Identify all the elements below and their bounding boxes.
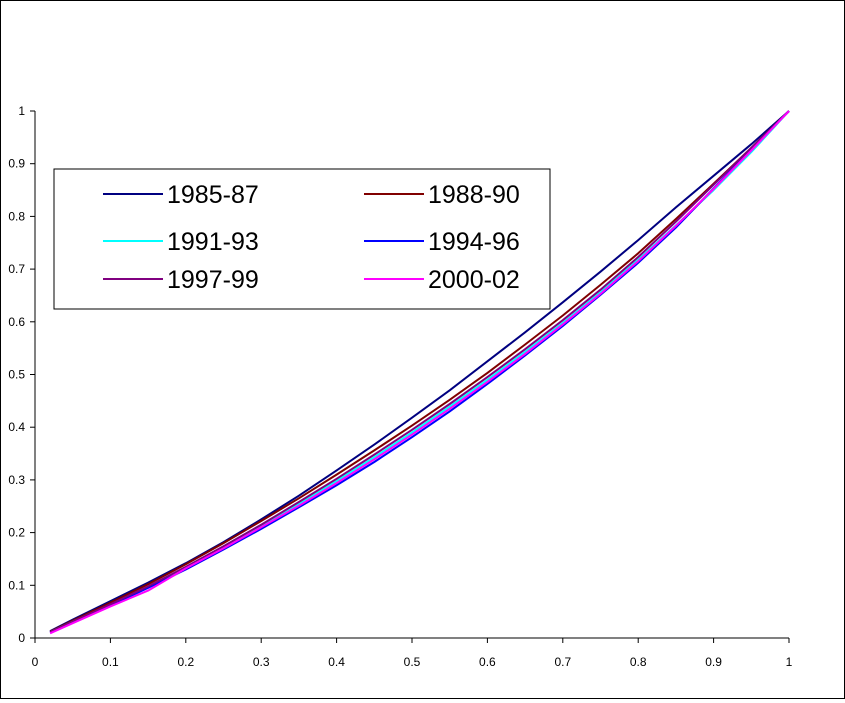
y-tick-label: 0.2 — [8, 526, 25, 540]
series-line-1994-96 — [49, 110, 790, 634]
y-tick-label: 0.9 — [8, 157, 25, 171]
legend-label: 1994-96 — [428, 228, 520, 256]
series-line-2000-02 — [49, 110, 790, 635]
x-tick-label: 0.7 — [554, 655, 571, 669]
y-tick-label: 0.4 — [8, 420, 25, 434]
y-tick-label: 0.6 — [8, 315, 25, 329]
x-tick-label: 1 — [786, 655, 793, 669]
y-tick-label: 0.8 — [8, 209, 25, 223]
x-tick-label: 0.1 — [102, 655, 119, 669]
series-line-1997-99 — [49, 110, 790, 634]
y-tick-label: 0.3 — [8, 473, 25, 487]
y-tick-label: 0.7 — [8, 262, 25, 276]
series-line-1985-87 — [49, 110, 790, 632]
y-tick-label: 0.1 — [8, 578, 25, 592]
x-tick-label: 0.5 — [404, 655, 421, 669]
legend: 1985-87 1988-90 1991-93 1994-96 1997-99 2000-… — [53, 168, 551, 310]
y-tick-label: 1 — [18, 104, 25, 118]
series-lines — [49, 110, 790, 635]
x-tick-label: 0.4 — [328, 655, 345, 669]
x-tick-label: 0.6 — [479, 655, 496, 669]
y-tick-label: 0.5 — [8, 368, 25, 382]
legend-box — [53, 168, 551, 310]
legend-label: 2000-02 — [428, 266, 520, 294]
x-tick-label: 0.9 — [705, 655, 722, 669]
legend-label: 1991-93 — [167, 228, 259, 256]
x-tick-label: 0.2 — [177, 655, 194, 669]
x-tick-label: 0.8 — [630, 655, 647, 669]
y-tick-label: 0 — [18, 631, 25, 645]
legend-label: 1985-87 — [167, 181, 259, 209]
legend-label: 1997-99 — [167, 266, 259, 294]
x-tick-label: 0 — [32, 655, 39, 669]
x-tick-label: 0.3 — [253, 655, 270, 669]
axes: 0 0.1 0.2 0.3 0.4 0.5 0.6 0.7 0.8 0.9 1 0 0.1 0.2 0.3 0… — [8, 104, 792, 669]
legend-label: 1988-90 — [428, 181, 520, 209]
series-line-1988-90 — [49, 110, 790, 633]
